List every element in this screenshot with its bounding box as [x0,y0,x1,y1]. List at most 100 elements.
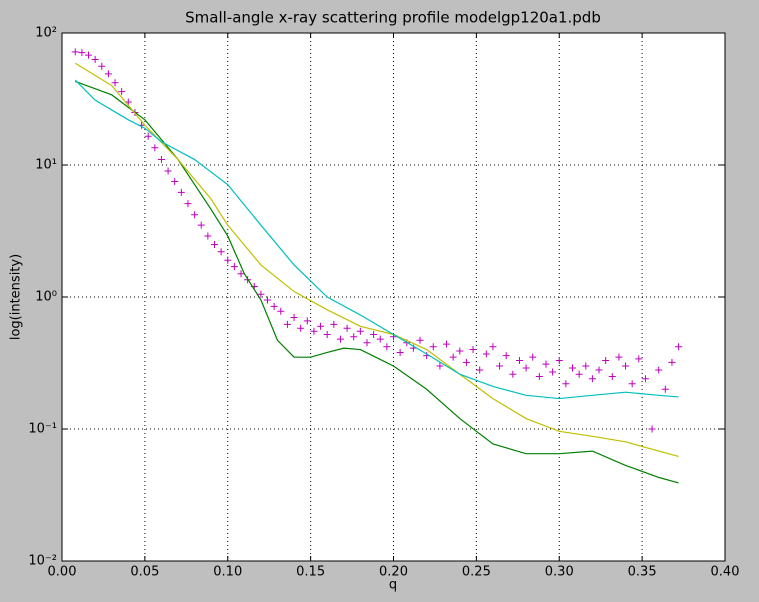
data-point [91,55,99,63]
data-point [469,346,477,354]
data-point [635,355,643,363]
data-point [569,364,577,372]
data-point [535,372,543,380]
data-point [443,340,451,348]
data-point [317,322,325,330]
data-point [210,240,218,248]
data-point [98,62,106,70]
data-point [350,333,358,341]
data-point [85,51,93,59]
y-tick-label: 10⁰ [35,290,57,305]
data-point [582,362,590,370]
data-point [429,343,437,351]
data-point [416,336,424,344]
data-point [71,48,79,56]
data-point [383,343,391,351]
data-point [376,335,384,343]
plot-frame [61,32,726,562]
data-point [668,358,676,366]
data-point [648,425,656,433]
x-tick-label: 0.30 [545,565,574,580]
data-point [476,366,484,374]
data-point [277,307,285,315]
data-point [462,358,470,366]
data-point [436,362,444,370]
data-point [489,343,497,351]
y-axis-label: log(intensity) [9,254,24,340]
data-point [343,324,351,332]
data-point [144,132,152,140]
data-point [171,177,179,185]
data-point [336,335,344,343]
data-point [78,49,86,57]
y-tick-label: 10² [35,26,57,41]
data-point [515,357,523,365]
data-point [217,248,225,256]
data-point [310,327,318,335]
data-point [330,320,338,328]
data-point [370,330,378,338]
data-point [529,353,537,361]
data-point [622,362,630,370]
x-axis-label: q [389,578,397,593]
x-tick-label: 0.05 [130,565,159,580]
data-point [496,362,504,370]
data-point [257,290,265,298]
data-point [197,221,205,229]
data-point [323,330,331,338]
data-point [641,375,649,383]
data-point [237,270,245,278]
y-tick-label: 10⁻² [28,554,57,569]
data-point [157,156,165,164]
data-point [502,352,510,360]
data-point [396,348,404,356]
data-point [184,200,192,208]
x-tick-label: 0.00 [48,565,77,580]
x-tick-label: 0.15 [296,565,325,580]
data-point [283,320,291,328]
data-point [104,70,112,78]
y-tick-label: 10⁻¹ [28,422,57,437]
x-tick-label: 0.35 [628,565,657,580]
data-point [509,370,517,378]
data-point [356,327,364,335]
data-point [628,380,636,388]
data-point [297,324,305,332]
data-point [164,167,172,175]
data-point [575,370,583,378]
data-point [204,232,212,240]
data-point [456,347,464,355]
data-line [74,79,679,400]
data-point [549,368,557,376]
chart-title: Small-angle x-ray scattering profile mod… [185,9,601,27]
data-point [562,380,570,388]
data-point [191,211,199,219]
x-tick-label: 0.40 [711,565,740,580]
data-point [363,339,371,347]
data-point [588,375,596,383]
data-point [675,343,683,351]
data-point [602,357,610,365]
data-point [655,366,663,374]
data-line [74,62,679,457]
data-point [595,366,603,374]
data-point [615,353,623,361]
data-point [177,188,185,196]
data-point [661,385,669,393]
data-point [230,263,238,271]
x-tick-label: 0.20 [379,565,408,580]
data-point [482,350,490,358]
data-point [303,317,311,325]
data-point [542,360,550,368]
data-point [270,302,278,310]
data-point [608,372,616,380]
data-point [118,88,126,96]
data-point [290,313,298,321]
data-point [111,79,119,87]
y-tick-label: 10¹ [35,158,57,173]
data-line [75,80,679,484]
data-point [555,357,563,365]
x-tick-label: 0.10 [213,565,242,580]
data-point [151,144,159,152]
